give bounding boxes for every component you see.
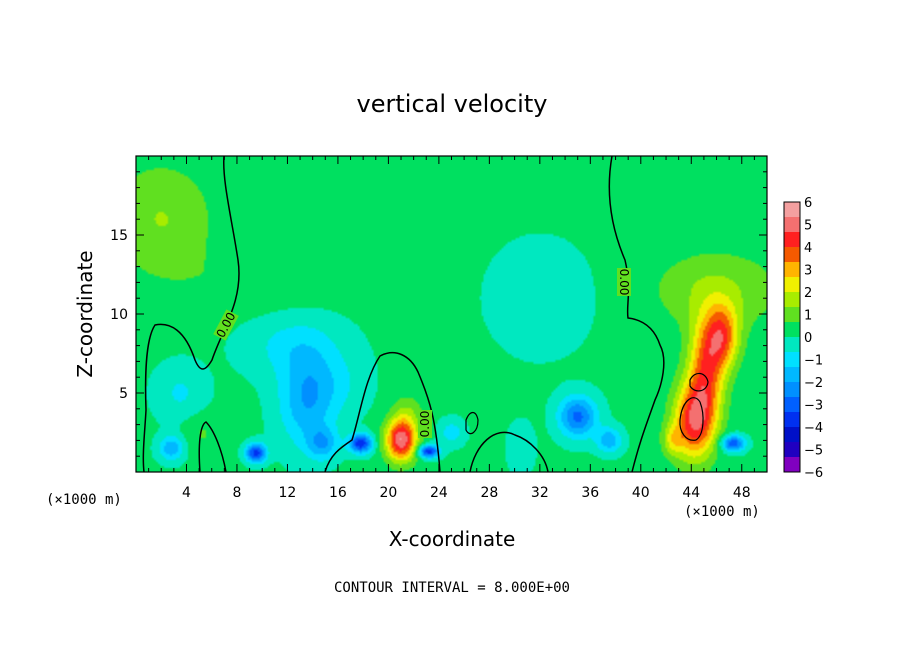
x-tick-label: 48 — [733, 485, 751, 501]
colorbar — [783, 201, 801, 473]
colorbar-tick-label: −2 — [804, 376, 823, 391]
colorbar-swatch — [784, 292, 800, 308]
colorbar-tick-label: 2 — [804, 286, 812, 301]
x-tick-label: 4 — [182, 485, 191, 501]
colorbar-swatch — [784, 457, 800, 473]
contour-interval-note: CONTOUR INTERVAL = 8.000E+00 — [334, 580, 570, 596]
colorbar-swatch — [784, 202, 800, 218]
colorbar-tick-label: 1 — [804, 309, 812, 324]
zero-contour-bottom-middle — [469, 431, 549, 472]
x-tick-label: 20 — [379, 485, 397, 501]
contour-label-center: 0.00 — [418, 411, 432, 438]
x-unit-label-right: (×1000 m) — [684, 504, 760, 520]
colorbar-swatch — [784, 232, 800, 248]
zero-contour-left-lower — [198, 421, 227, 472]
x-tick-label: 12 — [279, 485, 297, 501]
colorbar-swatch — [784, 247, 800, 263]
x-axis-label: X-coordinate — [389, 527, 516, 551]
colorbar-swatch — [784, 427, 800, 443]
colorbar-swatch — [784, 397, 800, 413]
y-tick-label: 10 — [110, 307, 128, 323]
x-tick-label: 28 — [480, 485, 498, 501]
colorbar-swatch — [784, 352, 800, 368]
x-tick-label: 44 — [682, 485, 700, 501]
colorbar-labels: 6 5 4 3 2 1 0 −1 −2 −3 −4 −5 −6 — [804, 196, 823, 481]
x-unit-label-left: (×1000 m) — [46, 492, 122, 508]
x-tick-label: 8 — [232, 485, 241, 501]
colorbar-tick-label: 6 — [804, 196, 812, 211]
colorbar-tick-label: −5 — [804, 444, 823, 459]
velocity-field-image — [136, 156, 767, 472]
zero-contour-bottom-blob — [465, 411, 479, 435]
colorbar-swatch — [784, 367, 800, 383]
colorbar-tick-label: −4 — [804, 421, 823, 436]
colorbar-frame — [783, 201, 801, 473]
x-axis-ticks: 4 8 12 16 20 24 28 32 36 40 44 48 — [148, 156, 755, 501]
x-tick-label: 32 — [531, 485, 549, 501]
colorbar-swatch — [784, 337, 800, 353]
contour-label-right: 0.00 — [617, 269, 631, 296]
colorbar-swatch — [784, 217, 800, 233]
zero-contour-lines — [142, 156, 709, 472]
colorbar-tick-label: −1 — [804, 354, 823, 369]
zero-contour-center — [324, 351, 441, 472]
y-tick-label: 5 — [119, 386, 128, 402]
x-tick-label: 24 — [430, 485, 448, 501]
colorbar-tick-label: 3 — [804, 264, 812, 279]
x-tick-label: 40 — [632, 485, 650, 501]
y-tick-label: 15 — [110, 228, 128, 244]
colorbar-swatch — [784, 307, 800, 323]
colorbar-tick-label: −3 — [804, 399, 823, 414]
x-tick-label: 36 — [581, 485, 599, 501]
colorbar-tick-label: 0 — [804, 331, 812, 346]
colorbar-swatch — [784, 262, 800, 278]
colorbar-swatch — [784, 322, 800, 338]
contour-high-a — [689, 372, 709, 392]
colorbar-swatch — [784, 382, 800, 398]
colorbar-swatch — [784, 277, 800, 293]
x-tick-label: 16 — [329, 485, 347, 501]
contour-high-b — [679, 397, 704, 441]
zero-contour-left — [142, 156, 240, 472]
colorbar-tick-label: −6 — [804, 466, 823, 481]
zero-contour-right — [608, 156, 665, 472]
colorbar-tick-label: 4 — [804, 241, 812, 256]
y-axis-ticks: 5 10 15 — [110, 171, 767, 457]
colorbar-swatch — [784, 412, 800, 428]
contour-labels: 0.00 0.00 0.00 — [213, 268, 631, 438]
chart-title: vertical velocity — [357, 90, 548, 118]
y-axis-label: Z-coordinate — [73, 250, 97, 377]
colorbar-tick-label: 5 — [804, 219, 812, 234]
colorbar-swatch — [784, 442, 800, 458]
